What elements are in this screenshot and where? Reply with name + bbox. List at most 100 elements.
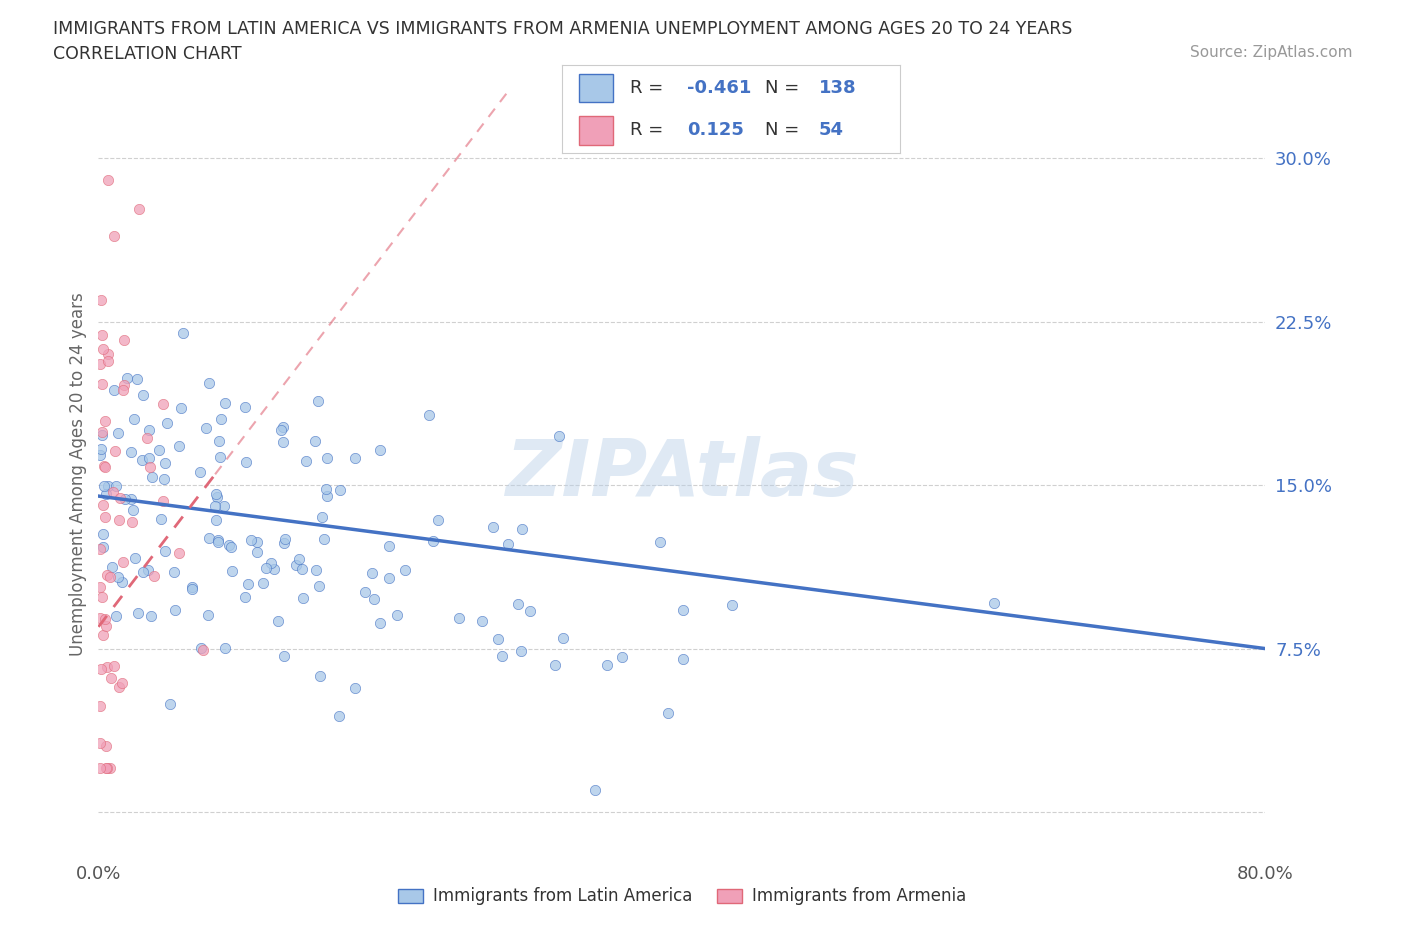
Point bbox=[167, 546, 190, 561]
Point bbox=[304, 434, 326, 449]
Point bbox=[167, 439, 190, 454]
Point bbox=[121, 502, 143, 517]
Point bbox=[89, 579, 111, 594]
Point bbox=[98, 570, 121, 585]
Point bbox=[378, 538, 401, 553]
Point bbox=[101, 485, 124, 499]
Point bbox=[97, 173, 120, 188]
Point bbox=[132, 565, 155, 579]
Point bbox=[672, 603, 695, 618]
Point bbox=[496, 537, 519, 551]
Point bbox=[285, 558, 308, 573]
Point bbox=[363, 592, 385, 607]
Point bbox=[91, 498, 114, 512]
Point bbox=[122, 411, 145, 426]
Text: R =: R = bbox=[630, 79, 664, 97]
Point bbox=[100, 559, 122, 574]
Point bbox=[273, 536, 295, 551]
Y-axis label: Unemployment Among Ages 20 to 24 years: Unemployment Among Ages 20 to 24 years bbox=[69, 292, 87, 657]
Point bbox=[271, 420, 294, 435]
Point bbox=[214, 395, 236, 410]
Point bbox=[94, 618, 117, 633]
Point bbox=[370, 443, 392, 458]
Point bbox=[983, 596, 1005, 611]
Point bbox=[491, 649, 513, 664]
Point bbox=[471, 614, 494, 629]
Point bbox=[197, 376, 219, 391]
Point bbox=[208, 449, 231, 464]
Point bbox=[506, 597, 529, 612]
Point bbox=[91, 427, 114, 442]
Point bbox=[394, 563, 416, 578]
Point bbox=[98, 761, 121, 776]
Point bbox=[650, 535, 672, 550]
Point bbox=[214, 498, 236, 513]
Point bbox=[97, 478, 120, 493]
Point bbox=[131, 452, 153, 467]
Point bbox=[482, 520, 505, 535]
Point bbox=[292, 591, 315, 605]
Point bbox=[112, 382, 135, 397]
Text: ZIPAtlas: ZIPAtlas bbox=[505, 436, 859, 512]
Point bbox=[544, 658, 567, 672]
Text: IMMIGRANTS FROM LATIN AMERICA VS IMMIGRANTS FROM ARMENIA UNEMPLOYMENT AMONG AGES: IMMIGRANTS FROM LATIN AMERICA VS IMMIGRA… bbox=[53, 20, 1073, 38]
Text: Source: ZipAtlas.com: Source: ZipAtlas.com bbox=[1189, 45, 1353, 60]
Point bbox=[295, 453, 318, 468]
Point bbox=[112, 378, 135, 392]
Point bbox=[721, 598, 744, 613]
Point bbox=[91, 526, 114, 541]
Point bbox=[124, 551, 146, 565]
Point bbox=[138, 422, 160, 437]
Point bbox=[273, 648, 295, 663]
Point bbox=[198, 530, 221, 545]
Point bbox=[149, 512, 172, 526]
Point bbox=[136, 562, 159, 577]
Point bbox=[263, 562, 285, 577]
Point bbox=[89, 761, 111, 776]
Point bbox=[193, 643, 215, 658]
Point bbox=[195, 420, 218, 435]
FancyBboxPatch shape bbox=[579, 74, 613, 102]
Point bbox=[260, 555, 283, 570]
Point bbox=[329, 483, 352, 498]
Point bbox=[163, 603, 186, 618]
Point bbox=[312, 532, 335, 547]
Point bbox=[447, 611, 470, 626]
Point bbox=[207, 535, 229, 550]
Point bbox=[316, 451, 339, 466]
Point bbox=[94, 460, 117, 475]
Point bbox=[125, 371, 148, 386]
Point bbox=[96, 761, 118, 776]
Point bbox=[135, 431, 157, 445]
Point bbox=[311, 510, 333, 525]
Point bbox=[246, 545, 269, 560]
Point bbox=[548, 429, 571, 444]
Point bbox=[90, 661, 112, 676]
Point bbox=[112, 333, 135, 348]
Point bbox=[316, 488, 339, 503]
Point bbox=[172, 326, 194, 340]
Point bbox=[153, 472, 176, 486]
Point bbox=[89, 542, 111, 557]
Point bbox=[97, 346, 120, 361]
Point bbox=[343, 451, 366, 466]
Text: -0.461: -0.461 bbox=[688, 79, 752, 97]
Point bbox=[90, 442, 112, 457]
Point bbox=[233, 400, 256, 415]
Text: R =: R = bbox=[630, 122, 664, 140]
Point bbox=[93, 414, 115, 429]
Point bbox=[91, 539, 114, 554]
Point bbox=[120, 445, 142, 459]
Point bbox=[138, 451, 160, 466]
Point bbox=[236, 577, 259, 591]
Point bbox=[89, 698, 111, 713]
Point bbox=[219, 539, 242, 554]
Point bbox=[96, 567, 118, 582]
Point bbox=[96, 659, 118, 674]
Point bbox=[90, 377, 112, 392]
Point bbox=[233, 590, 256, 604]
Point bbox=[354, 585, 377, 600]
Point bbox=[128, 202, 150, 217]
Point bbox=[657, 706, 679, 721]
Point bbox=[214, 641, 236, 656]
